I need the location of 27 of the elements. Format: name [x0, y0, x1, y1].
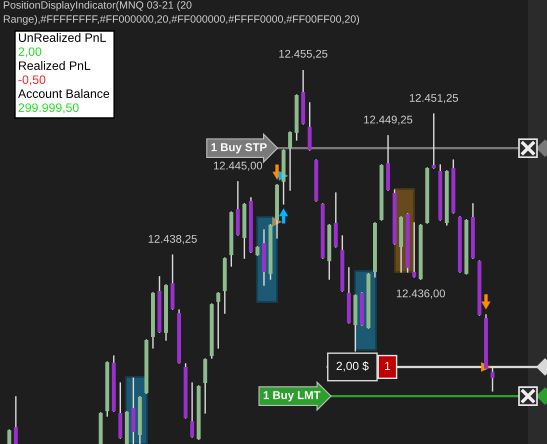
chart-title: PositionDisplayIndicator(MNQ 03-21 (20: [4, 1, 192, 11]
annotation: 12.436,00: [396, 289, 445, 299]
annotation: 12.451,25: [410, 94, 458, 104]
annotation: 12.455,25: [279, 50, 328, 60]
annotation: 12.445,00: [214, 162, 262, 171]
annotation: 1: [385, 362, 390, 370]
candlestick: [203, 358, 208, 414]
candlestick: [190, 382, 194, 438]
annotation: 12.449,25: [364, 116, 412, 125]
text: UnRealized PnL: [18, 33, 106, 42]
candlestick: [131, 377, 136, 444]
annotation: 299.999,50: [18, 103, 79, 114]
candlestick: [7, 429, 12, 444]
ref-line-label: 1 Buy STP: [211, 143, 267, 154]
candlestick: [334, 192, 338, 248]
candlestick: [14, 396, 18, 444]
text: Realized PnL: [19, 61, 90, 70]
annotation: -0,50: [18, 75, 46, 86]
candlestick: [308, 102, 312, 151]
ref-line-label: 1 Buy LMT: [264, 391, 320, 402]
text: 2,00: [18, 47, 42, 58]
candlestick: [412, 222, 416, 278]
chart-subtitle: Range),#FFFFFFFF,#FF000000,20,#FF000000,#FFFF0000,#FF00FF00,20): [4, 15, 360, 25]
annotation: 12.438,25: [148, 234, 197, 244]
annotation: Account Balance: [18, 89, 110, 98]
annotation: 2,00 $: [336, 361, 369, 372]
candlestick: [288, 131, 292, 191]
